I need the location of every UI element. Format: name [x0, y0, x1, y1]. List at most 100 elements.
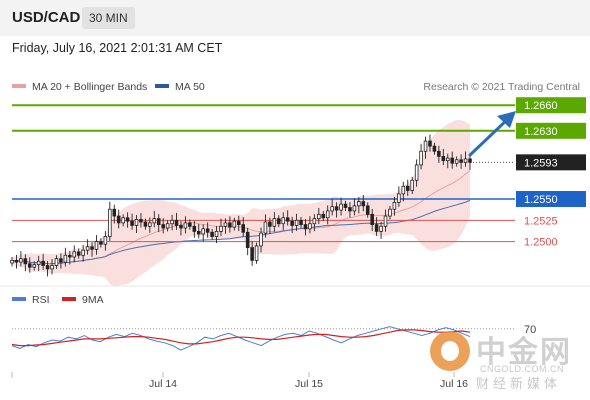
- candle-body: [357, 201, 361, 207]
- candle-body: [28, 263, 32, 268]
- candle-body: [192, 225, 197, 232]
- candle-body: [441, 155, 446, 162]
- candle-body: [236, 220, 241, 225]
- candle-body: [339, 203, 343, 211]
- candle-body: [312, 218, 317, 225]
- candle-body: [334, 206, 339, 211]
- candle-body: [348, 207, 352, 212]
- candle-body: [392, 202, 397, 210]
- x-tick-label: Jul 16: [440, 378, 468, 390]
- rsi-panel: 70: [11, 324, 536, 351]
- candle-body: [165, 223, 170, 229]
- candle-body: [134, 219, 139, 226]
- candle-body: [188, 222, 192, 227]
- candle-body: [152, 218, 157, 224]
- candle-body: [468, 158, 472, 163]
- watermark-tagline: 财经新媒体: [476, 376, 562, 391]
- ma9-legend-swatch: [62, 297, 76, 301]
- candle-body: [281, 217, 286, 225]
- candle-body: [68, 254, 72, 258]
- rsi-legend-swatch: [12, 297, 26, 301]
- candle-body: [179, 225, 183, 229]
- candle-body: [361, 201, 366, 207]
- rsi-legend-label: RSI: [32, 294, 50, 306]
- support-label-bg: [516, 191, 586, 208]
- watermark: 中金网 CNGOLD.COM.CN 财经新媒体: [430, 327, 580, 392]
- resistance-label: 1.2660: [524, 100, 558, 112]
- candle-body: [174, 219, 179, 226]
- symbol-label: USD/CAD: [12, 9, 81, 26]
- moving-averages: [11, 170, 471, 265]
- x-tick-label: Jul 14: [149, 378, 177, 390]
- timeframe-badge[interactable]: 30 MIN: [82, 7, 135, 29]
- rsi-line: [11, 326, 471, 351]
- candle-body: [41, 260, 45, 266]
- candle-body: [263, 221, 268, 234]
- candle-body: [14, 259, 19, 263]
- candle-body: [85, 246, 90, 251]
- candle-body: [196, 231, 201, 235]
- candle-body: [268, 221, 272, 227]
- resistance-label-bg: [516, 97, 586, 114]
- candle-body: [170, 219, 174, 225]
- candle-body: [250, 247, 254, 261]
- candle-body: [130, 220, 134, 226]
- candle-body: [10, 259, 14, 264]
- chart-datetime: Friday, July 16, 2021 2:01:31 AM CET: [12, 41, 223, 55]
- candle-body: [161, 224, 165, 229]
- candle-body: [148, 222, 152, 227]
- candle-body: [450, 157, 454, 164]
- candle-body: [308, 223, 312, 230]
- candle-body: [317, 213, 321, 220]
- candle-body: [401, 185, 406, 195]
- x-axis: Jul 14 Jul 15 Jul 16: [149, 372, 468, 390]
- candle-body: [139, 219, 143, 223]
- candle-body: [303, 224, 308, 230]
- support-label: 1.2550: [524, 194, 558, 206]
- candle-body: [45, 265, 50, 270]
- candle-body: [245, 231, 250, 249]
- candle-body: [50, 265, 54, 270]
- projection-arrow: [468, 111, 516, 157]
- candle-body: [90, 246, 94, 250]
- ma20-legend-label: MA 20 + Bollinger Bands: [32, 81, 147, 93]
- candle-body: [108, 208, 112, 237]
- candle-body: [59, 258, 63, 263]
- candle-body: [241, 224, 246, 233]
- candle-body: [205, 228, 210, 233]
- candle-body: [228, 222, 232, 228]
- candle-body: [19, 258, 23, 263]
- candle-body: [445, 157, 450, 162]
- candle-body: [454, 159, 459, 164]
- candle-body: [103, 236, 108, 245]
- research-credit: Research © 2021 Trading Central: [423, 81, 580, 93]
- rsi-70-label: 70: [524, 324, 536, 336]
- candle-body: [54, 258, 59, 266]
- candle-body: [112, 208, 117, 217]
- candle-body: [330, 206, 334, 212]
- candle-body: [81, 249, 85, 256]
- candle-body: [410, 179, 414, 191]
- candle-body: [99, 241, 103, 245]
- candle-body: [459, 159, 463, 163]
- candle-body: [232, 220, 237, 228]
- ma50-legend-swatch: [155, 84, 169, 88]
- candle-body: [370, 213, 374, 225]
- candle-body: [201, 228, 205, 235]
- watermark-logo-icon: [430, 331, 470, 371]
- candle-body: [23, 258, 28, 265]
- candle-body: [325, 210, 330, 219]
- bollinger-band-area: [12, 120, 470, 286]
- candle-body: [272, 218, 277, 227]
- candle-body: [32, 264, 37, 268]
- candle-body: [437, 150, 441, 157]
- candle-body: [143, 221, 148, 227]
- candle-body: [423, 140, 428, 152]
- price-levels: 1.2660 1.2630 1.2593 1.2550 1.2525 1.2500: [12, 97, 586, 249]
- chart-header: USD/CAD 30 MIN: [0, 0, 590, 36]
- candle-body: [72, 251, 77, 258]
- candle-body: [428, 140, 432, 147]
- candle-body: [254, 245, 259, 261]
- candle-body: [432, 145, 437, 152]
